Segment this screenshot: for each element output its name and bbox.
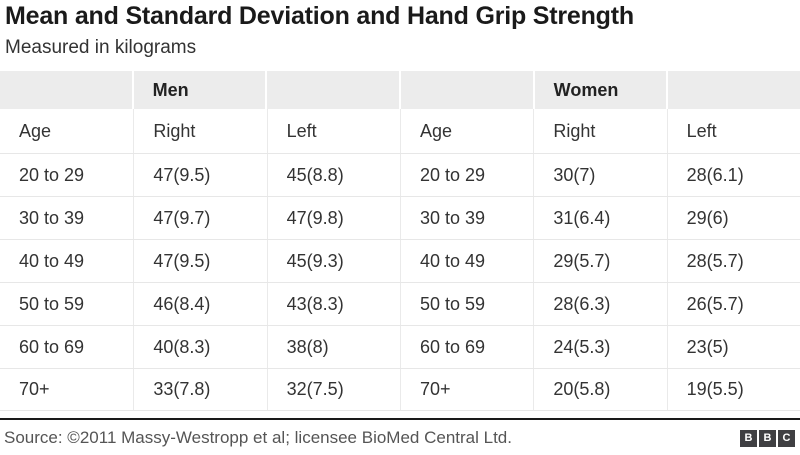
bbc-logo-block: B (740, 429, 757, 447)
source-attribution: Source: ©2011 Massy-Westropp et al; lice… (4, 428, 512, 447)
page-subtitle: Measured in kilograms (5, 37, 197, 58)
column-header-right-women: Right (533, 109, 666, 153)
table-cell: 19(5.5) (666, 369, 800, 410)
table-cell: 43(8.3) (266, 283, 400, 325)
table-cell: 24(5.3) (533, 326, 666, 368)
table-cell: 47(9.5) (133, 154, 266, 196)
group-header-spacer (267, 71, 399, 109)
table-cell: 30 to 39 (19, 207, 85, 228)
table-cell: 60 to 69 (399, 326, 533, 368)
group-header-spacer (668, 71, 800, 109)
column-header-left-men: Left (266, 109, 400, 153)
bbc-logo-block: C (778, 429, 795, 447)
table-row: 70+ 33(7.8) 32(7.5) 70+ 20(5.8) 19(5.5) (0, 368, 800, 411)
table-cell: 30 to 39 (399, 197, 533, 239)
column-header-row: Age Right Left Age Right Left (0, 109, 800, 153)
footer: Source: ©2011 Massy-Westropp et al; lice… (4, 425, 795, 451)
table-cell: 28(6.1) (666, 154, 800, 196)
table-cell: 50 to 59 (399, 283, 533, 325)
grip-strength-table: Men Women Age Right Left Age Right Left … (0, 71, 800, 411)
table-cell: 23(5) (666, 326, 800, 368)
table-row: 30 to 39 47(9.7) 47(9.8) 30 to 39 31(6.4… (0, 196, 800, 239)
table-row: 40 to 49 47(9.5) 45(9.3) 40 to 49 29(5.7… (0, 239, 800, 282)
table-row: 60 to 69 40(8.3) 38(8) 60 to 69 24(5.3) … (0, 325, 800, 368)
group-header-spacer (401, 71, 533, 109)
table-cell: 29(6) (666, 197, 800, 239)
table-cell: 70+ (399, 369, 533, 410)
table-cell: 40 to 49 (399, 240, 533, 282)
table-cell: 26(5.7) (666, 283, 800, 325)
table-cell: 20 to 29 (19, 164, 85, 185)
group-header-men: Men (133, 71, 266, 109)
table-cell: 40(8.3) (133, 326, 266, 368)
table-row: 20 to 29 47(9.5) 45(8.8) 20 to 29 30(7) … (0, 153, 800, 196)
group-header-spacer (0, 71, 132, 109)
table-cell: 32(7.5) (266, 369, 400, 410)
table-cell: 46(8.4) (133, 283, 266, 325)
table-cell: 38(8) (266, 326, 400, 368)
table-cell: 50 to 59 (19, 293, 85, 314)
table-cell: 60 to 69 (19, 336, 85, 357)
table-cell: 28(6.3) (533, 283, 666, 325)
table-cell: 47(9.7) (133, 197, 266, 239)
column-header-left-women: Left (666, 109, 800, 153)
table-cell: 29(5.7) (533, 240, 666, 282)
group-header-row: Men Women (0, 71, 800, 109)
table-cell: 20 to 29 (399, 154, 533, 196)
table-cell: 28(5.7) (666, 240, 800, 282)
column-header-age-women: Age (399, 109, 533, 153)
group-header-women: Women (534, 71, 667, 109)
table-cell: 70+ (19, 379, 50, 399)
table-cell: 20(5.8) (533, 369, 666, 410)
page-title: Mean and Standard Deviation and Hand Gri… (5, 2, 634, 30)
footer-divider (0, 418, 800, 420)
table-row: 50 to 59 46(8.4) 43(8.3) 50 to 59 28(6.3… (0, 282, 800, 325)
table-cell: 40 to 49 (19, 250, 85, 271)
table-cell: 47(9.8) (266, 197, 400, 239)
table-cell: 33(7.8) (133, 369, 266, 410)
table-cell: 30(7) (533, 154, 666, 196)
table-cell: 45(8.8) (266, 154, 400, 196)
bbc-logo-block: B (759, 429, 776, 447)
table-cell: 31(6.4) (533, 197, 666, 239)
table-cell: 47(9.5) (133, 240, 266, 282)
table-cell: 45(9.3) (266, 240, 400, 282)
column-header-age-men: Age (19, 120, 52, 141)
column-header-right-men: Right (133, 109, 266, 153)
bbc-logo: B B C (740, 429, 795, 447)
